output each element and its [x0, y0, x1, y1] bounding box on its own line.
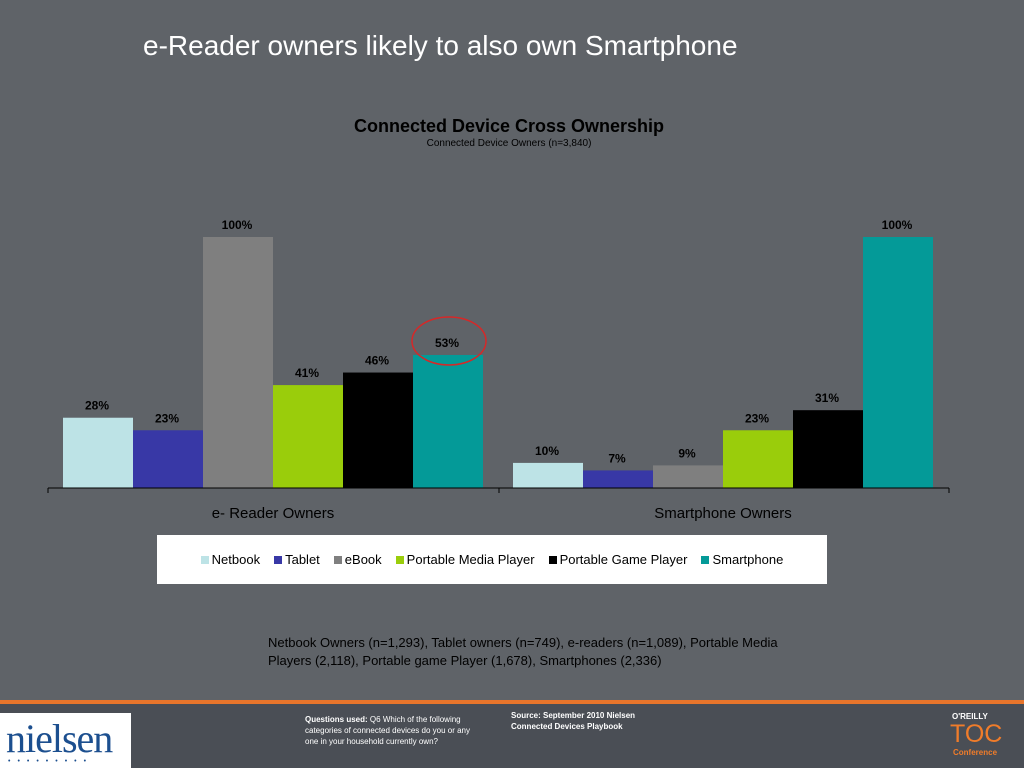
legend-item: Smartphone: [701, 552, 783, 567]
bar-chart: 28% 10% 23% 7% 100% 9% 41% 23% 46% 31% 53% 100% e- R…: [47, 218, 950, 522]
legend-swatch: [333, 555, 342, 564]
bar-ebook-ereader: [203, 237, 273, 488]
bar-tablet-smartphone: [583, 470, 653, 488]
data-label: 41%: [295, 366, 319, 380]
chart-legend: Netbook Tablet eBook Portable Media Player P…: [157, 535, 827, 584]
bar-tablet-ereader: [133, 430, 203, 488]
bar-netbook-smartphone: [513, 462, 583, 488]
data-label: 31%: [815, 391, 839, 405]
data-label: 10%: [535, 444, 559, 458]
data-label: 28%: [85, 399, 109, 413]
legend-label: Tablet: [285, 552, 320, 567]
category-label: Smartphone Owners: [654, 505, 792, 522]
legend-item: Tablet: [274, 552, 320, 567]
annotation-circle: [411, 316, 487, 366]
nielsen-logo: nielsen •••••••••: [0, 713, 131, 768]
legend-swatch: [701, 555, 710, 564]
legend-label: Portable Media Player: [406, 552, 535, 567]
legend-swatch: [548, 555, 557, 564]
toc-logo: TOC: [950, 720, 1003, 748]
nielsen-logo-text: nielsen: [6, 716, 113, 761]
bar-smartphone-ereader: [413, 354, 483, 488]
sample-size-note: Netbook Owners (n=1,293), Tablet owners …: [268, 635, 778, 668]
footer-divider: [0, 700, 1024, 704]
legend-item: Portable Media Player: [395, 552, 535, 567]
data-label: 23%: [155, 411, 179, 425]
data-label: 53%: [435, 336, 459, 350]
toc-conference-label: Conference: [953, 748, 998, 757]
data-label: 9%: [678, 446, 696, 460]
data-label: 100%: [882, 218, 913, 232]
legend-label: Smartphone: [712, 552, 784, 567]
bar-portable-media-player-ereader: [273, 385, 343, 488]
data-label: 23%: [745, 411, 769, 425]
bar-netbook-ereader: [63, 417, 133, 488]
legend-item: Netbook: [200, 552, 261, 567]
questions-used: Questions used: Q6 Which of the followin…: [305, 714, 480, 747]
questions-text: Q6 Which of the following categories of …: [305, 715, 470, 746]
legend-swatch: [395, 555, 404, 564]
bar-portable-game-player-ereader: [343, 372, 413, 488]
data-label: 100%: [222, 218, 253, 232]
footer-bar: [0, 704, 1024, 768]
legend-label: eBook: [344, 552, 382, 567]
data-label: 46%: [365, 354, 389, 368]
legend-swatch: [200, 555, 209, 564]
legend-label: Portable Game Player: [559, 552, 688, 567]
nielsen-logo-dots: •••••••••: [8, 758, 94, 765]
bar-portable-media-player-smartphone: [723, 430, 793, 488]
slide-title: e-Reader owners likely to also own Smart…: [143, 30, 738, 61]
bar-ebook-smartphone: [653, 465, 723, 488]
questions-label: Questions used:: [305, 715, 368, 724]
legend-item: eBook: [333, 552, 382, 567]
legend-label: Netbook: [211, 552, 261, 567]
data-label: 7%: [608, 451, 626, 465]
source-text: Source: September 2010 Nielsen Connected…: [511, 711, 636, 731]
legend-swatch: [274, 555, 283, 564]
oreilly-logo: O'REILLY: [952, 712, 988, 721]
chart-title: Connected Device Cross Ownership: [353, 116, 665, 136]
bar-smartphone-smartphone: [863, 237, 933, 488]
chart-subtitle: Connected Device Owners (n=3,840): [426, 138, 592, 149]
legend-item: Portable Game Player: [548, 552, 688, 567]
category-label: e- Reader Owners: [212, 505, 335, 522]
bar-portable-game-player-smartphone: [793, 410, 863, 488]
